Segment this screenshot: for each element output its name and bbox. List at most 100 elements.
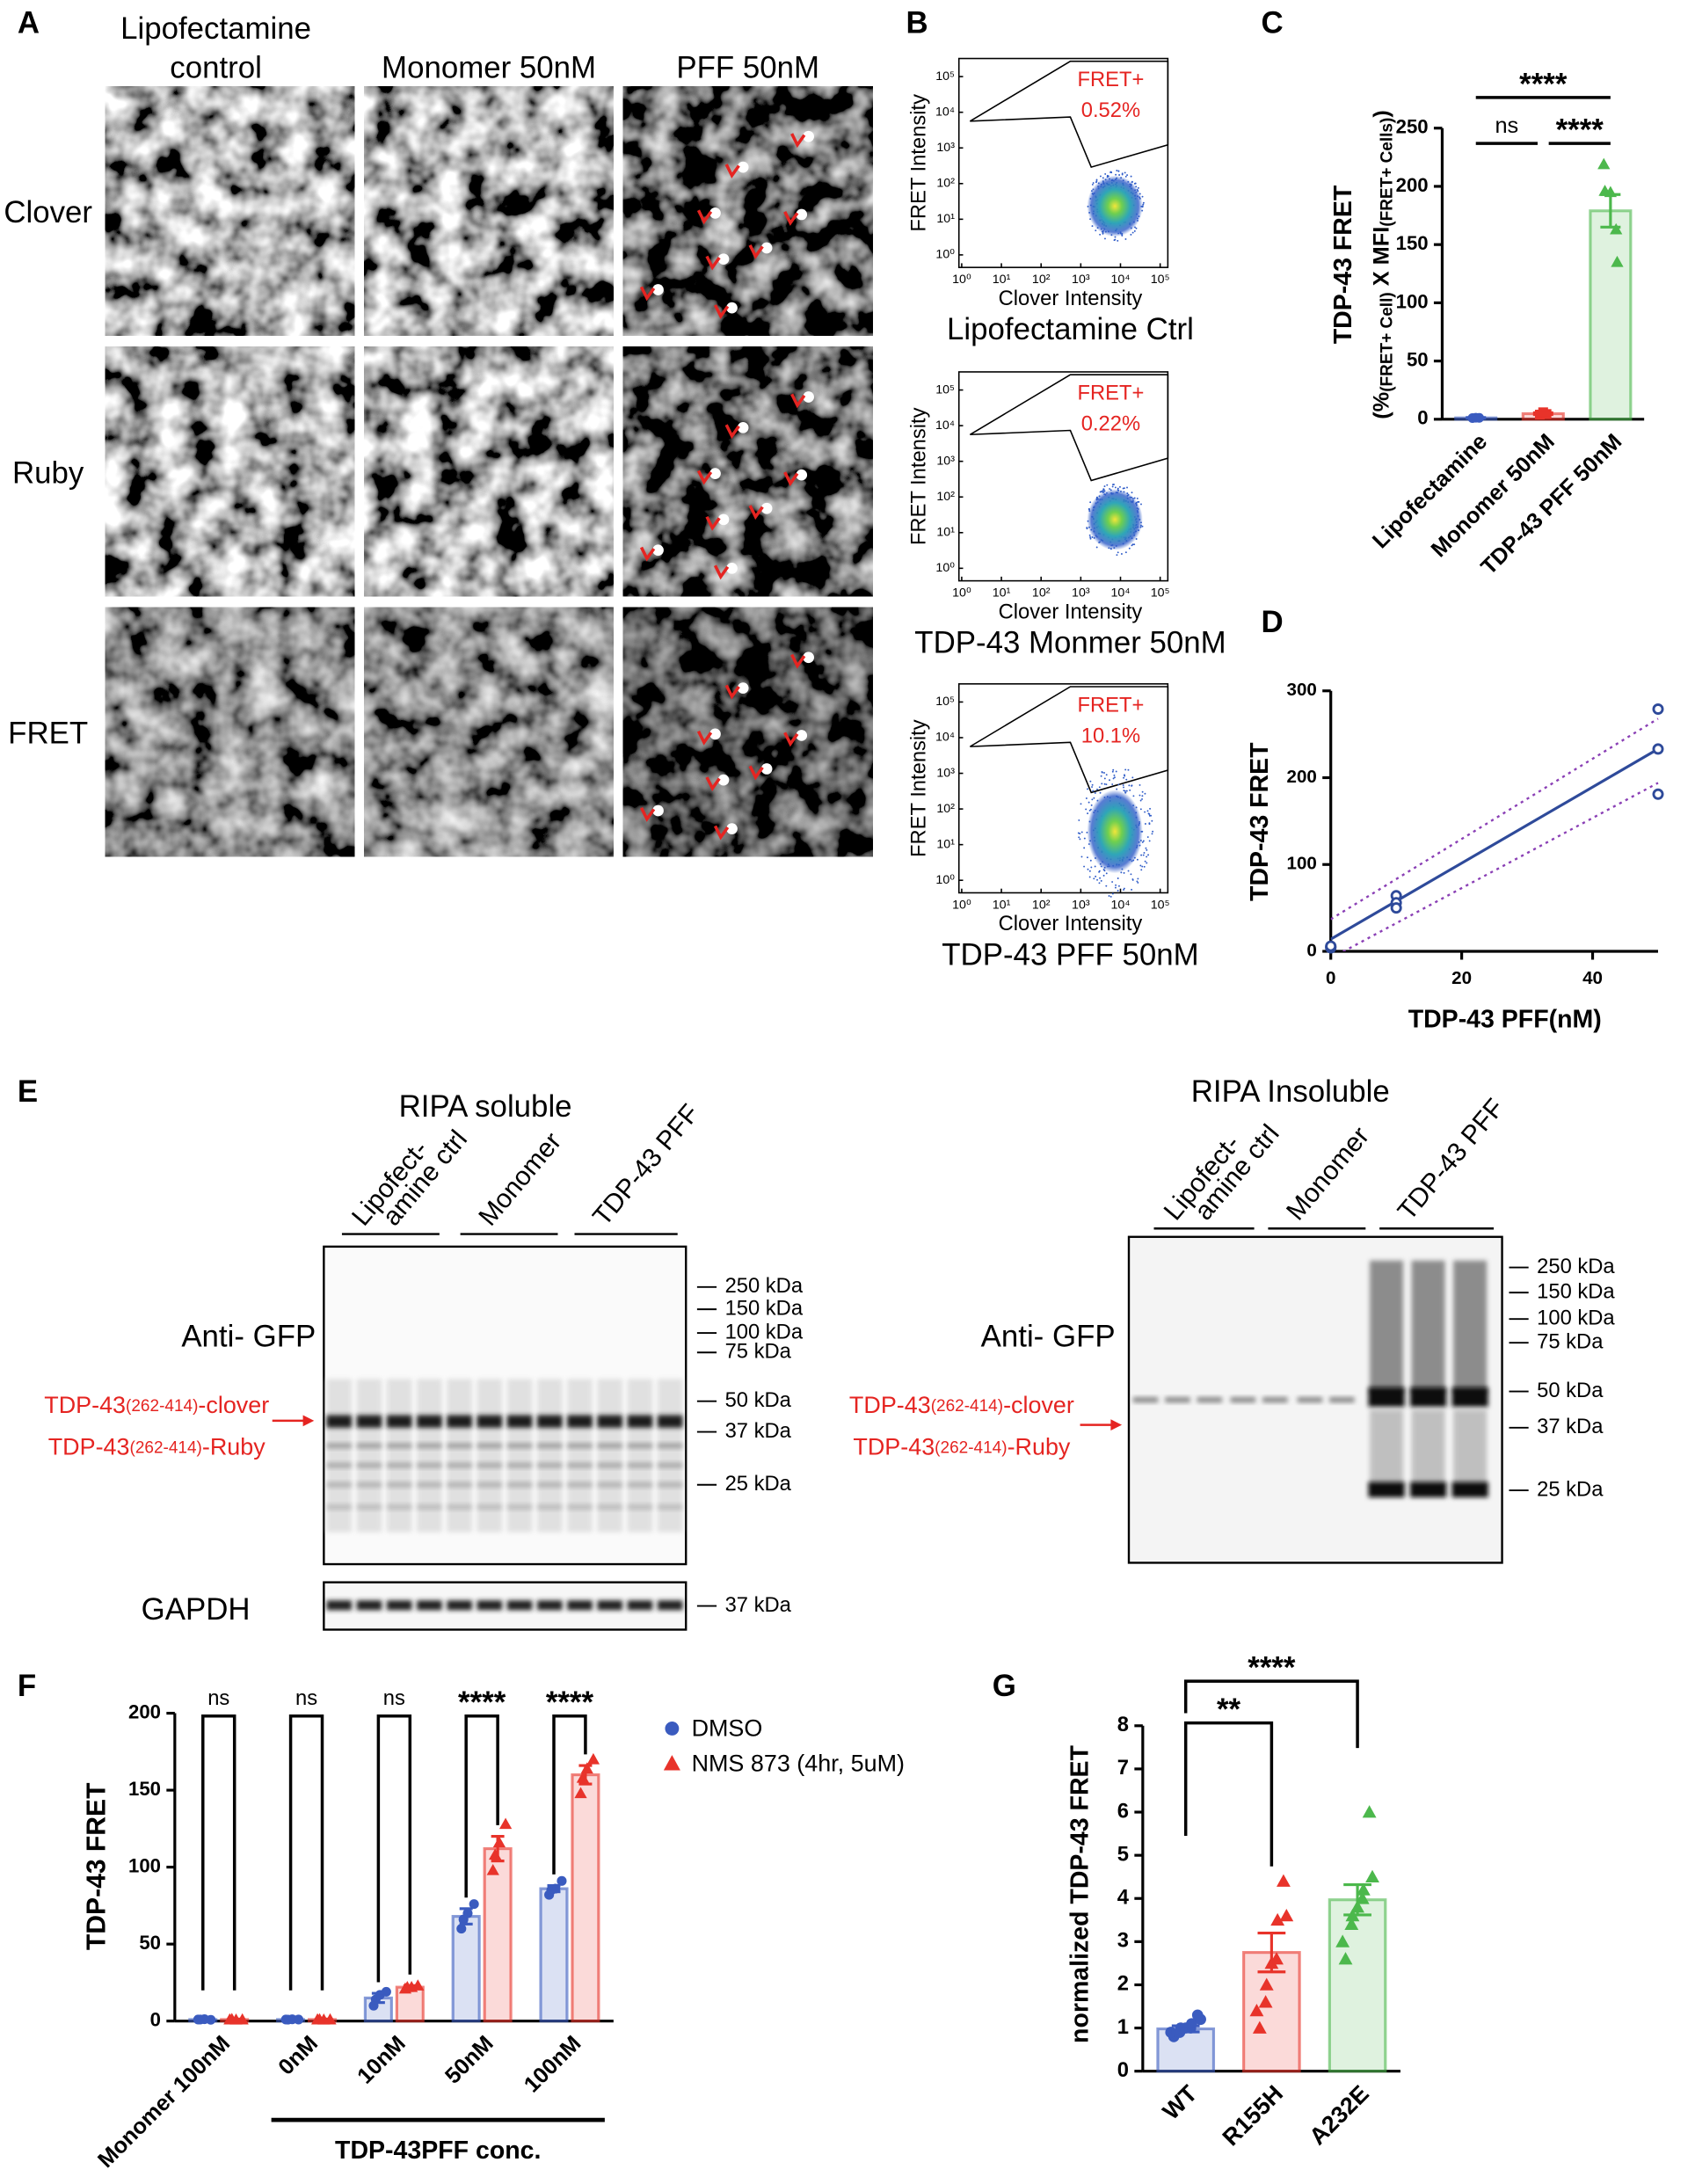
aggregate bbox=[652, 804, 664, 817]
event-dot bbox=[1142, 840, 1145, 842]
data-point bbox=[1597, 157, 1611, 170]
event-dot bbox=[1144, 860, 1146, 863]
data-point bbox=[1269, 1952, 1284, 1965]
x-tick-label: 0nM bbox=[273, 2031, 323, 2080]
event-dot bbox=[1139, 864, 1142, 867]
construct-part: TDP-43 bbox=[849, 1392, 931, 1418]
marker-label: 150 kDa bbox=[1537, 1279, 1615, 1303]
event-dot bbox=[1123, 776, 1125, 779]
band bbox=[476, 1600, 503, 1611]
event-dot bbox=[1131, 888, 1133, 891]
event-dot bbox=[1087, 868, 1089, 870]
y-tick-label: 50 bbox=[139, 1932, 161, 1954]
band bbox=[567, 1462, 593, 1468]
confidence-band bbox=[1341, 782, 1659, 951]
event-dot bbox=[1113, 239, 1116, 242]
event-dot bbox=[1125, 778, 1128, 781]
band bbox=[356, 1462, 382, 1468]
flow-y-tick-label: 10³ bbox=[936, 766, 955, 780]
event-dot bbox=[1141, 195, 1144, 198]
band bbox=[1410, 1481, 1447, 1497]
x-tick-label: 100nM bbox=[520, 2031, 586, 2098]
event-dot bbox=[1147, 854, 1150, 856]
band bbox=[1297, 1396, 1323, 1403]
event-dot bbox=[1109, 488, 1111, 490]
event-dot bbox=[1109, 779, 1110, 782]
event-dot bbox=[1137, 881, 1139, 884]
y-tick-label: 100 bbox=[1396, 290, 1429, 312]
aggregate bbox=[717, 774, 730, 786]
event-dot bbox=[1123, 790, 1125, 792]
event-dot bbox=[1102, 874, 1105, 877]
lane-label: Monomer bbox=[473, 1127, 567, 1232]
legend-marker bbox=[663, 1755, 680, 1771]
flow-x-tick-label: 10³ bbox=[1072, 586, 1090, 601]
event-dot bbox=[1091, 225, 1094, 228]
flow-y-tick-label: 10² bbox=[936, 802, 955, 816]
event-dot bbox=[1105, 774, 1108, 776]
gate-label: FRET+ bbox=[1077, 693, 1144, 717]
event-dot bbox=[1089, 501, 1092, 504]
event-dot bbox=[1101, 771, 1103, 774]
band bbox=[597, 1462, 622, 1468]
event-dot bbox=[1123, 871, 1125, 874]
band bbox=[447, 1443, 472, 1449]
band bbox=[657, 1443, 683, 1449]
significance-label: **** bbox=[458, 1685, 506, 1720]
event-dot bbox=[1080, 803, 1082, 805]
band bbox=[417, 1503, 442, 1511]
band bbox=[356, 1481, 382, 1488]
antibody-label: Anti- GFP bbox=[181, 1320, 316, 1354]
aggregate bbox=[709, 728, 721, 740]
event-dot bbox=[1095, 178, 1098, 181]
band bbox=[417, 1462, 442, 1468]
y-tick-label: 0 bbox=[1306, 940, 1316, 960]
event-dot bbox=[1131, 491, 1133, 494]
significance-label: **** bbox=[1556, 113, 1604, 148]
marker-label: 37 kDa bbox=[725, 1419, 792, 1443]
event-dot bbox=[1141, 790, 1144, 793]
flow-y-tick-label: 10⁵ bbox=[935, 695, 955, 709]
arrowhead bbox=[705, 255, 721, 271]
band bbox=[447, 1503, 472, 1511]
legend-label: NMS 873 (4hr, 5uM) bbox=[692, 1750, 905, 1776]
event-dot bbox=[1123, 889, 1124, 891]
event-dot bbox=[1115, 884, 1117, 886]
marker-label: 50 kDa bbox=[1537, 1379, 1604, 1402]
band bbox=[476, 1443, 503, 1449]
event-dot bbox=[1101, 783, 1103, 785]
y-axis-label: TDP-43 FRET bbox=[1329, 185, 1357, 344]
event-dot bbox=[1078, 819, 1080, 821]
event-dot bbox=[1099, 233, 1102, 236]
event-dot bbox=[1105, 872, 1108, 875]
band bbox=[356, 1600, 382, 1611]
flow-y-tick-label: 10¹ bbox=[936, 837, 955, 851]
significance-label: ** bbox=[1217, 1693, 1241, 1727]
event-dot bbox=[1111, 783, 1114, 785]
flow-y-label: FRET Intensity bbox=[907, 94, 931, 232]
event-dot bbox=[1140, 869, 1143, 871]
band bbox=[506, 1443, 533, 1449]
construct-part: (262-414) bbox=[130, 1439, 202, 1458]
marker-label: 37 kDa bbox=[1537, 1415, 1604, 1438]
event-dot bbox=[1124, 775, 1126, 777]
aggregate bbox=[717, 513, 730, 526]
event-dot bbox=[1078, 836, 1080, 839]
construct-part: (262-414) bbox=[931, 1397, 1003, 1416]
data-point bbox=[580, 1762, 593, 1774]
significance-label: ns bbox=[207, 1686, 229, 1710]
significance-label: **** bbox=[1248, 1651, 1296, 1685]
density bbox=[1087, 790, 1143, 874]
flow-x-tick-label: 10⁴ bbox=[1111, 898, 1131, 912]
arrowhead bbox=[639, 546, 656, 562]
band bbox=[657, 1462, 683, 1468]
y-label-part: (FRET+ Cell) bbox=[1379, 292, 1397, 391]
data-point bbox=[1652, 743, 1664, 755]
band bbox=[627, 1415, 653, 1428]
event-dot bbox=[1088, 534, 1091, 536]
micrograph bbox=[105, 86, 355, 336]
data-point bbox=[1279, 1908, 1294, 1922]
event-dot bbox=[1114, 776, 1116, 779]
blot bbox=[323, 1581, 687, 1631]
